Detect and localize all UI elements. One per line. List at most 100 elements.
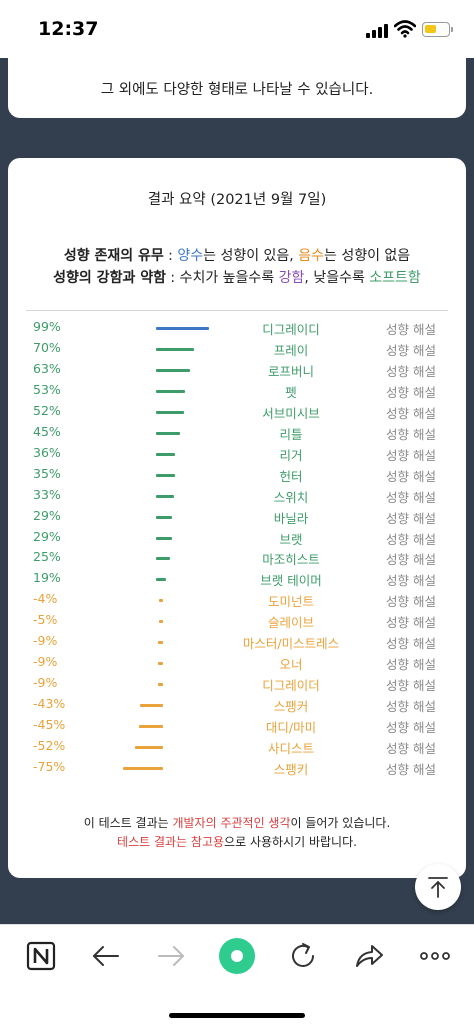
interpretation-link[interactable]: 성향 해설: [386, 761, 436, 777]
result-type-name[interactable]: 대디/마미: [265, 720, 317, 736]
interpretation-link[interactable]: 성향 해설: [386, 405, 436, 421]
disclaimer-highlight-1: 개발자의 주관적인 생각: [172, 816, 291, 830]
interpretation-link[interactable]: 성향 해설: [386, 741, 436, 756]
disclaimer: 이 테스트 결과는 개발자의 주관적인 생각이 들어가 있습니다. 테스트 결과…: [8, 814, 466, 852]
result-percent: -9%: [33, 654, 58, 670]
result-row: 25% 마조히스트 성향 해설: [8, 548, 466, 569]
result-type-name[interactable]: 마조히스트: [262, 552, 320, 568]
result-bar: [156, 389, 185, 393]
legend-sep: :: [163, 248, 178, 264]
interpretation-link[interactable]: 성향 해설: [386, 510, 436, 526]
legend: 성향 존재의 유무 : 양수는 성향이 있음, 음수는 성향이 없음 성향의 강…: [8, 245, 466, 289]
result-row: -9% 마스터/미스트레스 성향 해설: [8, 632, 466, 653]
result-percent: 29%: [33, 528, 61, 544]
result-row: 53% 펫 성향 해설: [8, 381, 466, 402]
result-percent: -52%: [33, 738, 66, 753]
interpretation-link[interactable]: 성향 해설: [386, 657, 436, 673]
result-percent: 53%: [33, 381, 61, 397]
interpretation-link[interactable]: 성향 해설: [386, 468, 436, 484]
result-type-name[interactable]: 헌터: [279, 468, 303, 484]
interpretation-link[interactable]: 성향 해설: [386, 384, 436, 400]
wifi-icon: [394, 20, 416, 38]
result-percent: 29%: [33, 507, 61, 523]
refresh-icon[interactable]: [286, 939, 320, 973]
interpretation-link[interactable]: 성향 해설: [386, 636, 436, 652]
result-bar: [158, 683, 163, 687]
result-type-name[interactable]: 마스터/미스트레스: [242, 636, 340, 652]
forward-arrow-icon[interactable]: [154, 939, 188, 973]
result-bar: [156, 473, 175, 477]
result-row: -4% 도미넌트 성향 해설: [8, 590, 466, 611]
naver-n-icon[interactable]: [24, 939, 58, 973]
interpretation-link[interactable]: 성향 해설: [386, 678, 436, 694]
result-percent: -9%: [33, 675, 58, 691]
interpretation-link[interactable]: 성향 해설: [386, 489, 436, 505]
result-type-name[interactable]: 디그레이디: [262, 322, 320, 337]
legend-label-existence: 성향 존재의 유무: [63, 248, 164, 264]
interpretation-link[interactable]: 성향 해설: [386, 552, 436, 568]
interpretation-link[interactable]: 성향 해설: [386, 342, 436, 358]
legend-line-1: 성향 존재의 유무 : 양수는 성향이 있음, 음수는 성향이 없음: [8, 245, 466, 267]
result-row: -9% 디그레이더 성향 해설: [8, 674, 466, 695]
interpretation-link[interactable]: 성향 해설: [386, 573, 436, 589]
green-dot-icon[interactable]: [218, 937, 256, 975]
result-bar: [159, 599, 163, 603]
result-type-name[interactable]: 프레이: [273, 342, 309, 358]
scroll-to-top-button[interactable]: [415, 864, 461, 910]
disclaimer-line-1: 이 테스트 결과는 개발자의 주관적인 생각이 들어가 있습니다.: [8, 814, 466, 833]
interpretation-link[interactable]: 성향 해설: [386, 720, 436, 736]
description-text: 그 외에도 다양한 형태로 나타날 수 있습니다.: [100, 82, 374, 98]
legend-positive: 양수: [177, 248, 204, 264]
result-type-name[interactable]: 리틀: [279, 426, 303, 442]
disclaimer-text-b: 이 들어가 있습니다.: [290, 816, 391, 830]
result-percent: 45%: [33, 423, 61, 439]
result-row: 33% 스위치 성향 해설: [8, 486, 466, 507]
result-type-name[interactable]: 사디스트: [267, 741, 314, 756]
interpretation-link[interactable]: 성향 해설: [386, 363, 436, 379]
back-arrow-icon[interactable]: [89, 939, 123, 973]
result-type-name[interactable]: 펫: [285, 384, 297, 400]
result-row: 29% 브랫 성향 해설: [8, 528, 466, 549]
result-row: -9% 오너 성향 해설: [8, 653, 466, 674]
interpretation-link[interactable]: 성향 해설: [386, 699, 436, 715]
result-percent: -5%: [33, 612, 58, 628]
more-icon[interactable]: [418, 939, 452, 973]
interpretation-link[interactable]: 성향 해설: [386, 594, 436, 610]
interpretation-link[interactable]: 성향 해설: [386, 322, 436, 337]
result-row: -5% 슬레이브 성향 해설: [8, 611, 466, 632]
interpretation-link[interactable]: 성향 해설: [386, 531, 436, 547]
result-bar: [138, 725, 163, 729]
legend-sep-2: : 수치가 높을수록: [165, 270, 279, 286]
result-summary-card: 결과 요약 (2021년 9월 7일) 성향 존재의 유무 : 양수는 성향이 …: [8, 158, 466, 878]
result-type-name[interactable]: 브랫: [279, 531, 303, 547]
result-bar: [134, 746, 163, 749]
result-type-name[interactable]: 브랫 테이머: [260, 573, 322, 589]
result-percent: -9%: [33, 633, 58, 649]
result-row: -52% 사디스트 성향 해설: [8, 737, 466, 758]
result-type-name[interactable]: 스위치: [273, 489, 309, 505]
disclaimer-line-2: 테스트 결과는 참고용으로 사용하시기 바랍니다.: [8, 833, 466, 852]
result-type-name[interactable]: 리거: [279, 447, 303, 463]
result-row: 19% 브랫 테이머 성향 해설: [8, 569, 466, 590]
result-bar: [159, 620, 163, 624]
share-icon[interactable]: [352, 939, 386, 973]
result-type-name[interactable]: 바닐라: [273, 510, 309, 526]
result-type-name[interactable]: 오너: [279, 657, 303, 673]
result-type-name[interactable]: 스팽커: [273, 699, 309, 715]
battery-level: [425, 25, 436, 33]
result-type-name[interactable]: 서브미시브: [262, 405, 320, 421]
home-indicator: [169, 1013, 305, 1018]
result-type-name[interactable]: 로프버니: [267, 363, 314, 379]
result-bar: [158, 641, 163, 645]
interpretation-link[interactable]: 성향 해설: [386, 447, 436, 463]
interpretation-link[interactable]: 성향 해설: [386, 615, 436, 631]
result-type-name[interactable]: 슬레이브: [267, 615, 314, 631]
interpretation-link[interactable]: 성향 해설: [386, 426, 436, 442]
result-type-name[interactable]: 스팽키: [273, 761, 309, 777]
result-row: 99% 디그레이디 성향 해설: [8, 318, 466, 339]
result-bar: [156, 368, 191, 372]
legend-negative-text: 는 성향이 없음: [323, 248, 411, 264]
result-type-name[interactable]: 도미넌트: [267, 594, 314, 610]
result-type-name[interactable]: 디그레이더: [262, 678, 320, 694]
result-percent: -4%: [33, 591, 58, 607]
